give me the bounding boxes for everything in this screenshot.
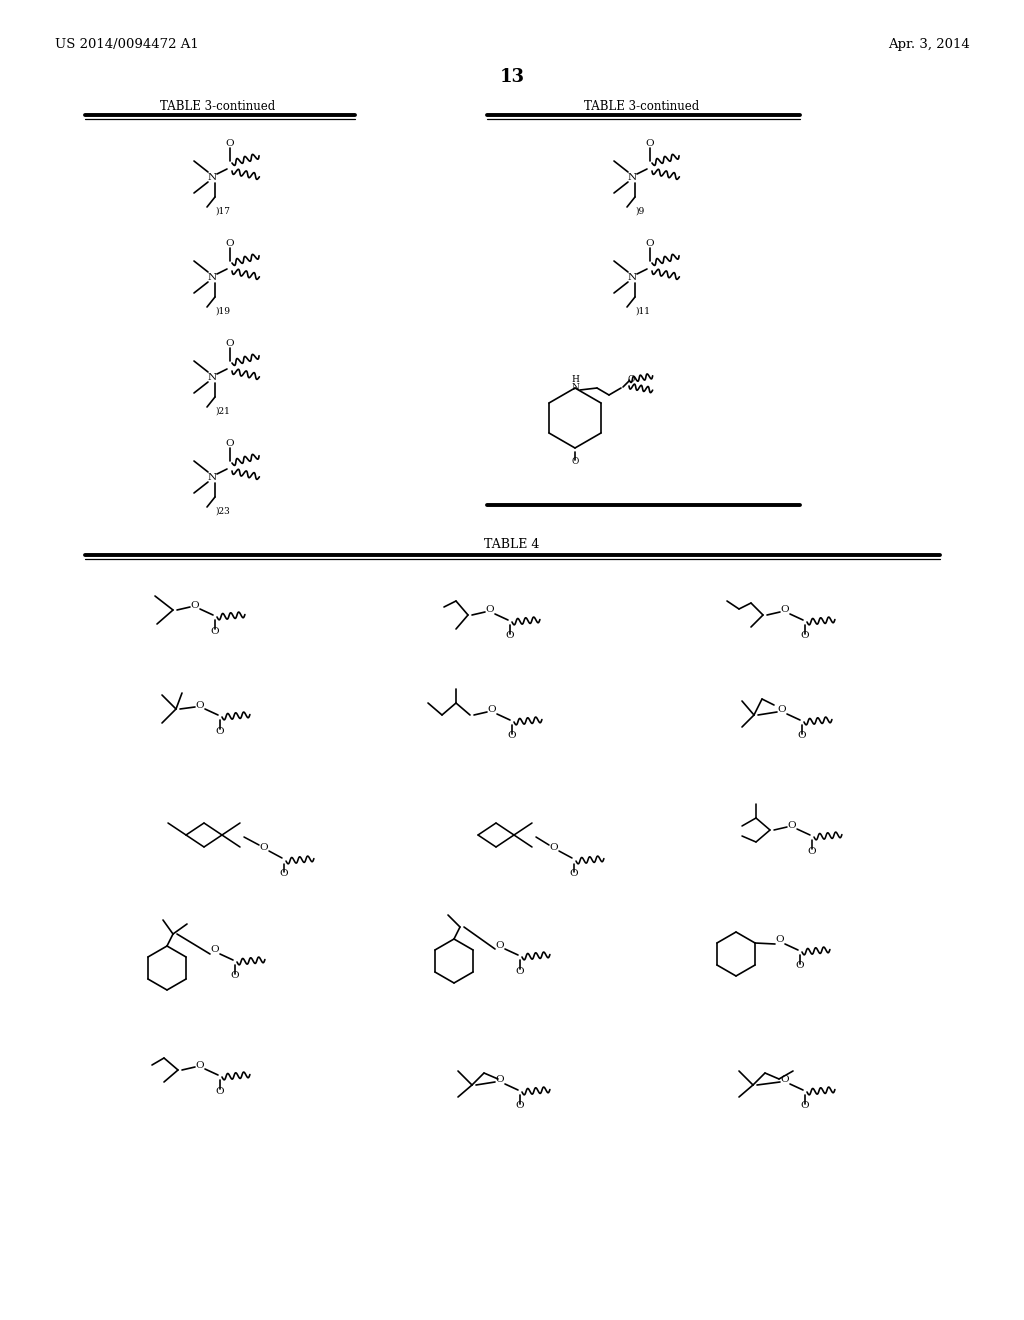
Text: )9: )9 <box>635 206 644 215</box>
Text: O: O <box>230 972 240 981</box>
Text: O: O <box>516 966 524 975</box>
Text: O: O <box>487 705 497 714</box>
Text: TABLE 3-continued: TABLE 3-continued <box>585 100 699 114</box>
Text: )17: )17 <box>215 206 230 215</box>
Text: O: O <box>569 870 579 879</box>
Text: TABLE 4: TABLE 4 <box>484 539 540 552</box>
Text: O: O <box>801 1101 809 1110</box>
Text: O: O <box>211 945 219 954</box>
Text: O: O <box>550 842 558 851</box>
Text: O: O <box>211 627 219 635</box>
Text: O: O <box>787 821 797 829</box>
Text: N: N <box>571 383 579 392</box>
Text: N: N <box>208 173 216 181</box>
Text: O: O <box>796 961 804 970</box>
Text: TABLE 3-continued: TABLE 3-continued <box>161 100 275 114</box>
Text: O: O <box>196 701 205 710</box>
Text: )19: )19 <box>215 306 230 315</box>
Text: N: N <box>628 272 637 281</box>
Text: O: O <box>801 631 809 640</box>
Text: O: O <box>508 731 516 741</box>
Text: N: N <box>628 173 637 181</box>
Text: O: O <box>780 606 790 615</box>
Text: O: O <box>216 1086 224 1096</box>
Text: O: O <box>190 601 200 610</box>
Text: )11: )11 <box>635 306 650 315</box>
Text: O: O <box>571 458 579 466</box>
Text: O: O <box>496 1076 504 1085</box>
Text: Apr. 3, 2014: Apr. 3, 2014 <box>888 38 970 51</box>
Text: O: O <box>516 1101 524 1110</box>
Text: O: O <box>628 375 635 384</box>
Text: O: O <box>225 438 234 447</box>
Text: O: O <box>225 338 234 347</box>
Text: O: O <box>506 631 514 640</box>
Text: )21: )21 <box>215 407 229 416</box>
Text: O: O <box>196 1060 205 1069</box>
Text: O: O <box>225 139 234 148</box>
Text: N: N <box>208 372 216 381</box>
Text: H: H <box>571 375 579 384</box>
Text: US 2014/0094472 A1: US 2014/0094472 A1 <box>55 38 199 51</box>
Text: O: O <box>646 239 654 248</box>
Text: 13: 13 <box>500 69 524 86</box>
Text: O: O <box>225 239 234 248</box>
Text: O: O <box>780 1076 790 1085</box>
Text: N: N <box>208 272 216 281</box>
Text: O: O <box>280 870 289 879</box>
Text: O: O <box>808 846 816 855</box>
Text: O: O <box>485 606 495 615</box>
Text: O: O <box>496 940 504 949</box>
Text: O: O <box>646 139 654 148</box>
Text: O: O <box>216 726 224 735</box>
Text: O: O <box>260 842 268 851</box>
Text: O: O <box>777 705 786 714</box>
Text: O: O <box>798 731 806 741</box>
Text: N: N <box>208 473 216 482</box>
Text: )23: )23 <box>215 507 229 516</box>
Text: O: O <box>776 936 784 945</box>
